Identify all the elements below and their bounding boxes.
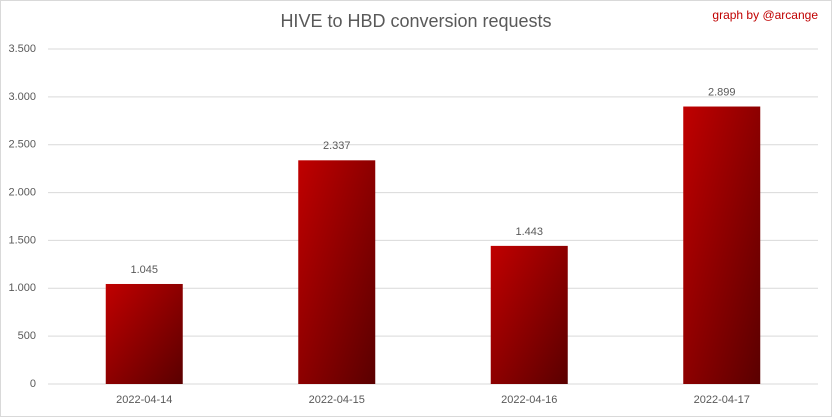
chart-title: HIVE to HBD conversion requests bbox=[280, 11, 551, 31]
data-label: 1.045 bbox=[130, 264, 158, 276]
x-tick-label: 2022-04-16 bbox=[501, 394, 557, 406]
x-tick-label: 2022-04-15 bbox=[309, 394, 365, 406]
y-tick-label: 3.000 bbox=[8, 91, 36, 103]
y-tick-label: 1.500 bbox=[8, 234, 36, 246]
y-tick-label: 3.500 bbox=[8, 43, 36, 55]
y-tick-label: 500 bbox=[18, 330, 36, 342]
y-tick-label: 2.500 bbox=[8, 139, 36, 151]
x-tick-label: 2022-04-17 bbox=[694, 394, 750, 406]
y-tick-label: 1.000 bbox=[8, 282, 36, 294]
annotation: graph by @arcange bbox=[712, 8, 818, 22]
data-label: 1.443 bbox=[515, 226, 543, 238]
bar bbox=[490, 245, 568, 384]
bar bbox=[683, 106, 761, 384]
data-label: 2.337 bbox=[323, 140, 351, 152]
bar bbox=[105, 283, 183, 384]
y-tick-label: 0 bbox=[30, 378, 36, 390]
data-label: 2.899 bbox=[708, 86, 736, 98]
y-tick-label: 2.000 bbox=[8, 186, 36, 198]
x-tick-label: 2022-04-14 bbox=[116, 394, 172, 406]
bar bbox=[298, 160, 376, 384]
